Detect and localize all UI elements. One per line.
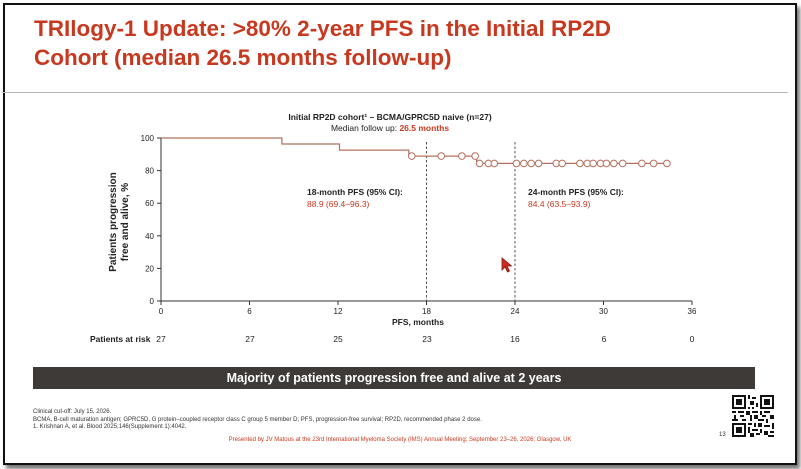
censor-mark <box>638 159 646 168</box>
censor-marks <box>407 152 671 168</box>
censor-mark <box>534 159 543 168</box>
qr-code-icon[interactable] <box>732 395 774 437</box>
slide-title-line-2: Cohort (median 26.5 months follow-up) <box>34 45 452 70</box>
x-tick-label: 30 <box>599 307 608 316</box>
risk-value: 25 <box>333 334 343 344</box>
annotation-18-value: 88.9 (69.4–96.3) <box>307 199 370 209</box>
censor-mark <box>589 159 597 168</box>
censor-mark <box>458 152 466 160</box>
y-tick-label: 80 <box>145 167 154 176</box>
reference-lines <box>426 142 516 301</box>
footnote-abbreviations: BCMA, B-cell maturation antigen; GPRC5D,… <box>33 416 482 423</box>
y-tick-label: 0 <box>150 297 155 306</box>
y-tick-label: 100 <box>141 134 155 143</box>
median-follow-up: Median follow up: 26.5 months <box>230 123 550 134</box>
censor-mark <box>576 159 584 168</box>
censor-mark <box>490 159 499 168</box>
censor-mark <box>512 159 521 168</box>
x-tick-label: 0 <box>159 307 164 316</box>
title-divider <box>2 92 788 93</box>
risk-value: 27 <box>156 334 166 344</box>
x-tick-label: 18 <box>422 307 431 316</box>
slide-title-line-1: TRIlogy-1 Update: >80% 2-year PFS in the… <box>34 16 612 41</box>
footnote-cutoff: Clinical cut-off: July 15, 2026. <box>33 409 112 415</box>
annotation-24-month: 24-month PFS (95% CI): 84.4 (63.5–93.9) <box>528 186 624 210</box>
y-tick-label: 60 <box>145 199 154 208</box>
chart-title: Initial RP2D cohort¹ – BCMA/GPRC5D naive… <box>288 112 492 122</box>
key-takeaway-banner: Majority of patients progression free an… <box>33 367 755 389</box>
risk-value: 23 <box>422 334 432 344</box>
patients-at-risk-label: Patients at risk <box>90 334 151 344</box>
page-number: 13 <box>719 432 726 438</box>
risk-value: 0 <box>689 334 695 344</box>
chart-header: Initial RP2D cohort¹ – BCMA/GPRC5D naive… <box>230 112 550 134</box>
censor-mark <box>475 159 484 168</box>
risk-value: 16 <box>510 334 520 344</box>
footnotes: Clinical cut-off: July 15, 2026. BCMA, B… <box>33 409 693 432</box>
censor-mark <box>527 159 536 168</box>
tick-labels: 0 20 40 60 80 100 0 6 12 18 24 30 36 <box>141 134 697 316</box>
median-follow-up-label: Median follow up: <box>330 123 400 133</box>
median-follow-up-value: 26.5 months <box>399 123 450 133</box>
y-tick-label: 40 <box>145 232 154 241</box>
km-curve <box>161 137 667 164</box>
censor-mark <box>602 159 611 168</box>
censor-mark <box>471 152 479 160</box>
footnote-reference: 1. Krishnan A, et al. Blood 2025;146(Sup… <box>33 424 187 430</box>
censor-mark <box>558 159 567 168</box>
slide-title: TRIlogy-1 Update: >80% 2-year PFS in the… <box>34 14 764 72</box>
censor-mark <box>407 152 416 160</box>
censor-mark <box>618 159 627 168</box>
x-tick-label: 12 <box>334 307 343 316</box>
annotation-24-value: 84.4 (63.5–93.9) <box>528 199 591 209</box>
censor-mark <box>663 159 671 168</box>
censor-mark <box>649 159 658 168</box>
censor-mark <box>437 152 446 160</box>
presented-by: Presented by JV Matous at the 23rd Inter… <box>228 437 572 443</box>
risk-value: 6 <box>601 334 607 344</box>
mouse-pointer-icon <box>501 257 513 273</box>
annotation-18-label: 18-month PFS (95% CI): <box>307 187 403 197</box>
patients-at-risk-row: Patients at risk 27 27 25 23 16 6 0 <box>0 334 790 346</box>
censor-mark <box>610 159 618 168</box>
x-tick-label: 24 <box>511 307 520 316</box>
y-tick-label: 20 <box>145 264 154 273</box>
risk-value: 27 <box>245 334 255 344</box>
annotation-24-label: 24-month PFS (95% CI): <box>528 187 624 197</box>
x-tick-label: 6 <box>247 307 252 316</box>
x-axis-label: PFS, months <box>392 317 444 327</box>
x-tick-label: 36 <box>688 307 697 316</box>
km-step-line <box>161 137 667 164</box>
censor-mark <box>520 159 528 168</box>
annotation-18-month: 18-month PFS (95% CI): 88.9 (69.4–96.3) <box>307 186 403 210</box>
